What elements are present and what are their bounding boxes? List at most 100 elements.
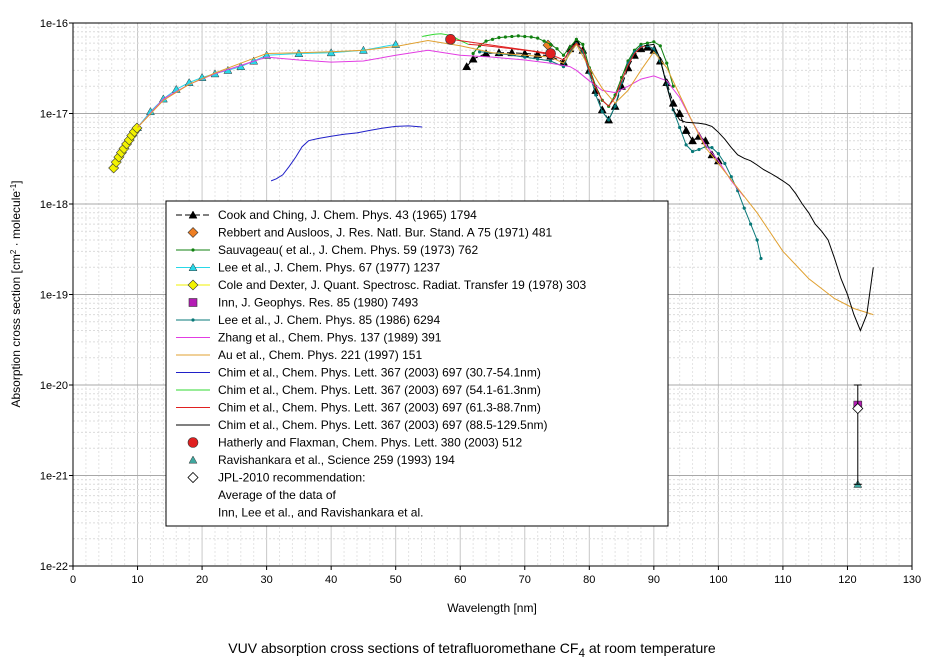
axis-ticks: 0 10 20 30 40 50 60 70 80 90 100 110 120 130 1e-16 1e-1…: [40, 18, 921, 586]
legend-item: JPL-2010 recommendation: Average of the d…: [187, 471, 423, 520]
legend-label: Chim et al., Chem. Phys. Lett. 367 (2003…: [218, 366, 541, 380]
data-point-dot: [755, 238, 759, 242]
data-point-dot: [729, 175, 733, 179]
data-point-diamond: [852, 402, 864, 415]
y-axis-label-part: · molecule: [9, 191, 23, 250]
y-tick-label: 1e-18: [40, 199, 68, 211]
data-point-dot: [697, 147, 701, 152]
data-point-triangle: [197, 72, 207, 81]
x-tick-label: 40: [325, 574, 337, 586]
data-point-dot: [645, 41, 649, 45]
series-0: [462, 37, 723, 165]
data-point-dot: [516, 34, 520, 38]
data-point-triangle: [675, 108, 685, 117]
data-point-triangle: [188, 210, 198, 219]
x-tick-label: 100: [709, 574, 727, 586]
legend-item: Rebbert and Ausloos, J. Res. Natl. Bur. …: [187, 226, 553, 240]
y-axis-label-part: ]: [9, 180, 23, 183]
figure-caption: VUV absorption cross sections of tetrafl…: [0, 640, 944, 660]
data-point-dot: [710, 145, 714, 150]
legend: Cook and Ching, J. Chem. Phys. 43 (1965)…: [165, 200, 669, 527]
data-point-dot: [759, 256, 763, 261]
legend-label: Sauvageau( et al., J. Chem. Phys. 59 (19…: [218, 243, 478, 257]
data-point-dot: [490, 37, 495, 41]
legend-item: Chim et al., Chem. Phys. Lett. 367 (2003…: [176, 383, 541, 397]
x-tick-label: 130: [903, 574, 921, 586]
series-4: [108, 122, 143, 174]
data-point-dot: [678, 125, 682, 130]
series-line: [270, 125, 423, 182]
series-15: [852, 384, 864, 485]
series-line: [137, 39, 874, 316]
data-point-dot: [613, 104, 617, 108]
data-point-dot: [529, 35, 533, 39]
series-line: [466, 41, 719, 162]
data-point-dot: [555, 47, 559, 51]
series-9: [270, 125, 423, 182]
data-point-dot: [191, 248, 195, 252]
data-point-dot: [690, 149, 695, 154]
data-point-dot: [568, 45, 572, 49]
data-point-dot: [523, 55, 527, 59]
data-point-dot: [536, 57, 540, 61]
legend-label: Hatherly and Flaxman, Chem. Phys. Lett. …: [218, 436, 522, 450]
legend-label: Lee et al., J. Chem. Phys. 67 (1977) 123…: [218, 261, 440, 275]
x-tick-label: 70: [519, 574, 531, 586]
series-10: [422, 33, 469, 45]
x-tick-label: 90: [648, 574, 660, 586]
y-tick-label: 1e-21: [40, 471, 68, 483]
caption-part: at room temperature: [584, 640, 716, 656]
data-point-triangle: [688, 136, 697, 145]
legend-item: Sauvageau( et al., J. Chem. Phys. 59 (19…: [176, 243, 478, 257]
data-point-dot: [574, 37, 579, 41]
data-point-dot: [477, 50, 482, 54]
series-11: [468, 42, 646, 108]
caption-part: 4: [578, 646, 585, 660]
data-point-triangle: [468, 54, 478, 63]
y-tick-label: 1e-19: [40, 290, 68, 302]
data-point-dot: [191, 318, 195, 322]
legend-item: Lee et al., J. Chem. Phys. 67 (1977) 123…: [176, 261, 440, 275]
data-point-dot: [607, 118, 611, 122]
series-line: [644, 43, 874, 332]
data-point-diamond: [187, 279, 199, 291]
data-point-dot: [503, 35, 508, 39]
chart-svg: 0 10 20 30 40 50 60 70 80 90 100 110 120 130 1e-16 1e-1…: [9, 18, 922, 615]
legend-label: Lee et al., J. Chem. Phys. 85 (1986) 629…: [218, 313, 440, 327]
legend-item: Zhang et al., Chem. Phys. 137 (1989) 391: [176, 331, 442, 345]
x-tick-label: 30: [260, 574, 272, 586]
legend-label: JPL-2010 recommendation:: [218, 471, 365, 485]
legend-label-line: Inn, Lee et al., and Ravishankara et al.: [218, 506, 423, 520]
legend-label: Ravishankara et al., Science 259 (1993) …: [218, 453, 455, 467]
data-point-square: [188, 298, 198, 307]
data-point-dot: [548, 42, 553, 47]
series-13: [445, 34, 556, 59]
series-line: [468, 42, 646, 108]
legend-label: Inn, J. Geophys. Res. 85 (1980) 7493: [218, 296, 418, 310]
legend-label: Chim et al., Chem. Phys. Lett. 367 (2003…: [218, 383, 541, 397]
data-point-dot: [723, 161, 727, 166]
data-point-dot: [652, 47, 656, 51]
data-point-dot: [581, 42, 585, 47]
legend-item: Chim et al., Chem. Phys. Lett. 367 (2003…: [176, 401, 541, 415]
data-point-diamond: [187, 227, 199, 238]
data-point-triangle: [462, 62, 472, 71]
data-point-dot: [600, 109, 604, 114]
y-axis-label-part: 2: [9, 249, 18, 254]
data-point-dot: [523, 34, 527, 39]
data-point-dot: [742, 206, 746, 210]
data-point-dot: [652, 40, 656, 44]
legend-item: Au et al., Chem. Phys. 221 (1997) 151: [176, 348, 422, 362]
legend-label: Cole and Dexter, J. Quant. Spectrosc. Ra…: [218, 278, 587, 292]
data-point-dot: [542, 39, 546, 43]
legend-label: Cook and Ching, J. Chem. Phys. 43 (1965)…: [218, 208, 477, 222]
data-point-triangle: [707, 150, 717, 159]
data-point-dot: [561, 53, 566, 57]
data-point-triangle: [188, 262, 198, 271]
data-point-dot: [548, 59, 553, 63]
data-point-dot: [484, 39, 488, 43]
legend-label: Rebbert and Ausloos, J. Res. Natl. Bur. …: [218, 226, 553, 240]
y-tick-label: 1e-22: [40, 561, 68, 573]
data-point-circle: [545, 48, 556, 59]
